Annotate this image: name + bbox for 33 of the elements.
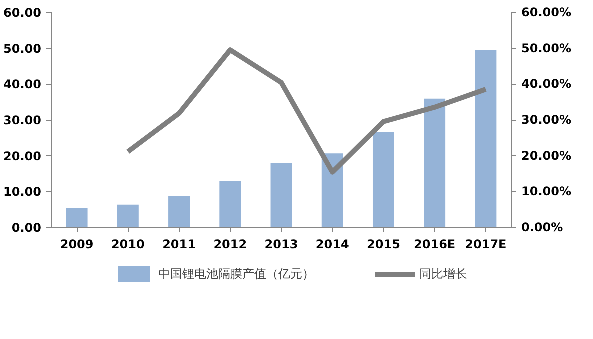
y2-tick-label: 60.00% bbox=[522, 6, 572, 20]
bar bbox=[220, 181, 242, 228]
y-tick-label: 30.00 bbox=[4, 114, 42, 128]
bar bbox=[270, 163, 292, 228]
y2-tick-label: 30.00% bbox=[522, 113, 572, 127]
x-tick-label: 2013 bbox=[264, 238, 298, 252]
x-tick-label: 2012 bbox=[214, 238, 248, 252]
bar bbox=[66, 208, 88, 228]
bar bbox=[372, 132, 394, 228]
x-tick-label: 2010 bbox=[111, 238, 145, 252]
y2-tick-label: 40.00% bbox=[522, 77, 572, 92]
x-tick-label: 2016E bbox=[414, 238, 456, 252]
y2-tick-label: 10.00% bbox=[522, 184, 572, 199]
bar bbox=[475, 50, 497, 228]
y-tick-label: 40.00 bbox=[4, 78, 42, 92]
bar bbox=[424, 98, 446, 228]
x-tick-label: 2017E bbox=[465, 238, 507, 252]
x-tick-label: 2009 bbox=[60, 238, 94, 252]
legend-label: 同比增长 bbox=[420, 266, 468, 282]
y-tick-label: 60.00 bbox=[4, 6, 42, 20]
y2-tick-label: 0.00% bbox=[522, 220, 564, 234]
bar bbox=[117, 204, 139, 228]
y2-tick-label: 50.00% bbox=[522, 41, 572, 56]
x-tick-label: 2014 bbox=[316, 238, 350, 252]
x-tick-label: 2011 bbox=[162, 238, 196, 252]
x-tick-label: 2015 bbox=[367, 238, 400, 252]
y-tick-label: 50.00 bbox=[4, 42, 42, 56]
y-tick-label: 10.00 bbox=[4, 185, 42, 200]
y-tick-label: 20.00 bbox=[4, 149, 42, 164]
legend-label: 中国锂电池隔膜产值（亿元） bbox=[158, 266, 314, 282]
y2-tick-label: 20.00% bbox=[522, 148, 572, 163]
bar bbox=[168, 196, 190, 228]
y-tick-label: 0.00 bbox=[12, 221, 42, 235]
